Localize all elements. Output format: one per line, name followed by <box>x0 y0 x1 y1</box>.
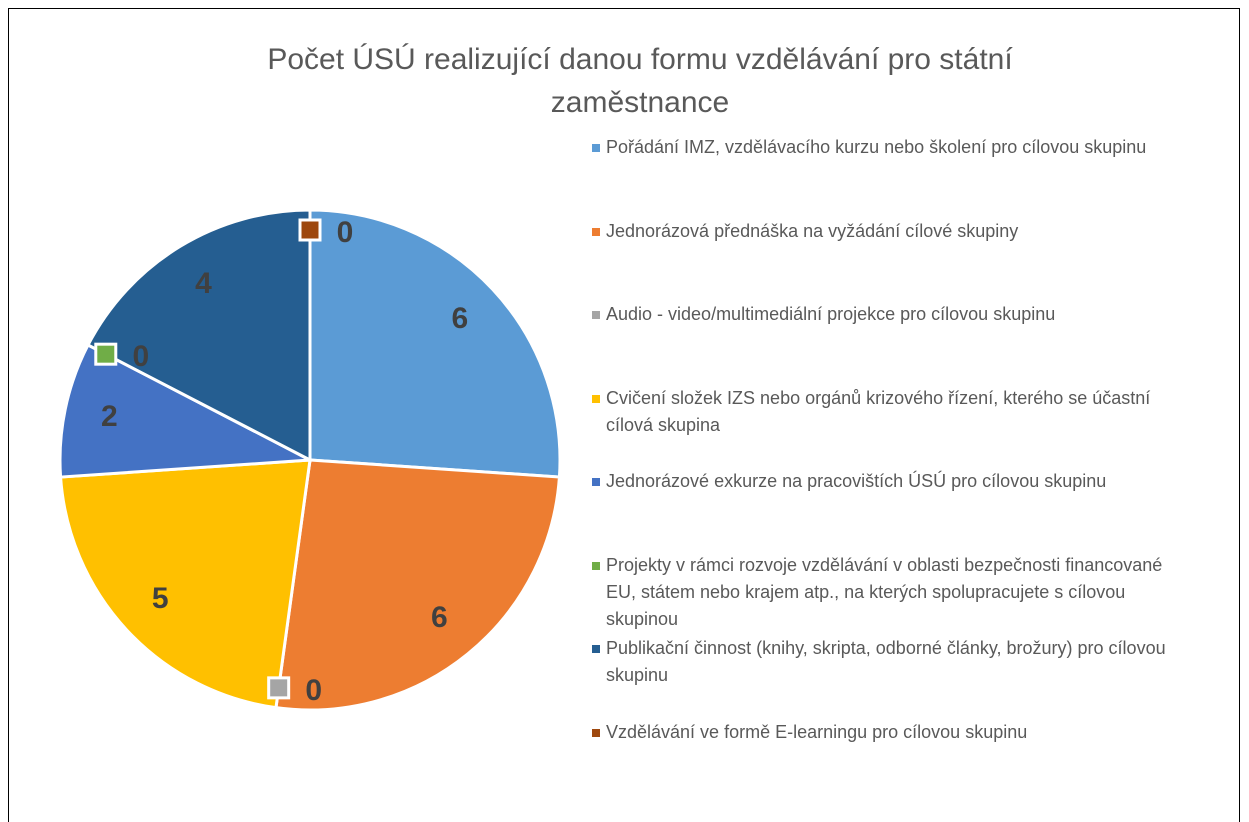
data-label: 6 <box>451 302 468 335</box>
legend-item: Pořádání IMZ, vzdělávacího kurzu nebo šk… <box>592 134 1182 161</box>
zero-slice-marker <box>267 676 291 700</box>
legend-item: Vzdělávání ve formě E-learningu pro cílo… <box>592 719 1182 746</box>
pie-slice <box>58 458 312 710</box>
legend-item: Projekty v rámci rozvoje vzdělávání v ob… <box>592 552 1182 633</box>
legend-label: Projekty v rámci rozvoje vzdělávání v ob… <box>606 554 1163 629</box>
data-label: 2 <box>101 400 118 433</box>
pie-slice <box>274 458 562 712</box>
chart-frame <box>8 8 1240 822</box>
legend-label: Audio - video/multimediální projekce pro… <box>606 304 1056 324</box>
pie-slice <box>58 342 316 479</box>
data-label: 4 <box>195 267 212 300</box>
pie-slice <box>308 208 562 479</box>
zero-slice-marker <box>94 342 118 366</box>
legend-swatch <box>592 394 600 403</box>
data-label: 0 <box>337 216 354 249</box>
legend-label: Publikační činnost (knihy, skripta, odbo… <box>606 638 1166 685</box>
chart-title: Počet ÚSÚ realizující danou formu vzdělá… <box>267 43 1013 119</box>
legend-swatch <box>592 144 600 152</box>
legend-item: Audio - video/multimediální projekce pro… <box>592 301 1182 328</box>
legend-label: Pořádání IMZ, vzdělávacího kurzu nebo šk… <box>606 137 1147 157</box>
data-label: 5 <box>152 582 169 615</box>
legend-swatch <box>592 561 600 570</box>
pie-slice <box>86 208 312 463</box>
data-label: 0 <box>305 674 322 707</box>
legend-label: Vzdělávání ve formě E-learningu pro cílo… <box>606 721 1028 742</box>
data-label: 0 <box>132 340 149 373</box>
legend-swatch <box>592 728 600 737</box>
legend-label: Jednorázová přednáška na vyžádání cílové… <box>606 220 1019 241</box>
legend-swatch <box>592 478 600 486</box>
legend-swatch <box>592 311 600 319</box>
legend-swatch <box>592 645 600 653</box>
legend-item: Jednorázová přednáška na vyžádání cílové… <box>592 218 1182 245</box>
legend-item: Cvičení složek IZS nebo orgánů krizového… <box>592 385 1182 439</box>
legend-item: Publikační činnost (knihy, skripta, odbo… <box>592 635 1182 689</box>
legend-label: Jednorázové exkurze na pracovištích ÚSÚ … <box>606 471 1107 491</box>
legend-swatch <box>592 227 600 236</box>
data-label: 6 <box>431 601 448 634</box>
legend-item: Jednorázové exkurze na pracovištích ÚSÚ … <box>592 468 1182 495</box>
legend-label: Cvičení složek IZS nebo orgánů krizového… <box>606 387 1151 435</box>
zero-slice-marker <box>298 218 322 242</box>
